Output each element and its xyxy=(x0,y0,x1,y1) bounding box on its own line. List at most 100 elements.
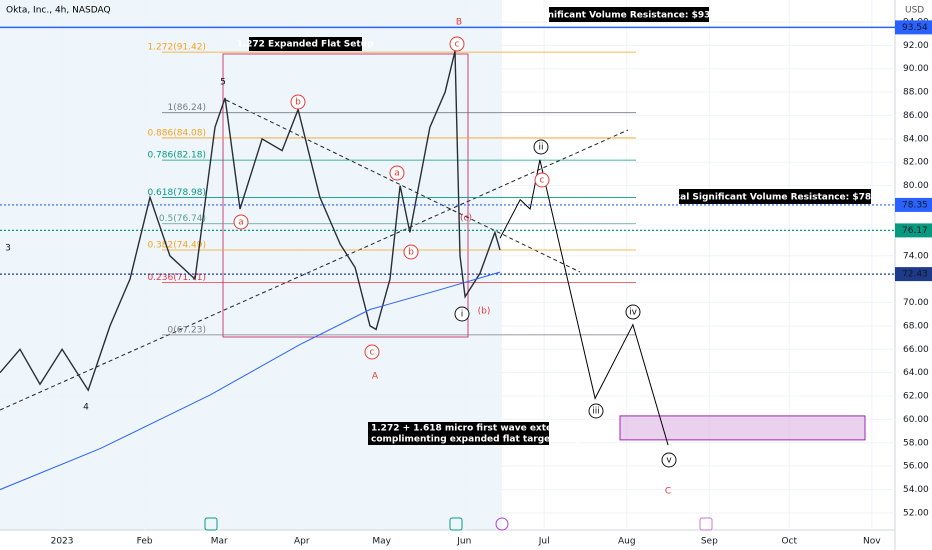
x-tick-label: 2023 xyxy=(51,537,74,547)
y-tick-label: 54.00 xyxy=(903,485,929,495)
y-tick-label: 80.00 xyxy=(903,181,929,191)
y-tick-label: 64.00 xyxy=(903,368,929,378)
wave-label: A xyxy=(372,372,379,382)
x-tick-label: Apr xyxy=(294,537,310,547)
annotation: Local Significant Volume Resistance: $78… xyxy=(663,193,887,203)
y-tick-label: 84.00 xyxy=(903,134,929,144)
wave-label: c xyxy=(370,348,375,358)
x-tick-label: Feb xyxy=(137,537,153,547)
wave-label: ii xyxy=(538,143,543,153)
currency: USD xyxy=(905,6,924,16)
target-zone xyxy=(619,415,866,441)
price-label-box xyxy=(895,267,932,282)
trend-line xyxy=(0,129,629,411)
wave-label: 5 xyxy=(220,78,226,88)
price-label: 76.17 xyxy=(902,226,928,236)
y-tick-label: 92.00 xyxy=(903,41,929,51)
wave-label: c xyxy=(455,40,460,50)
price-line-series xyxy=(499,159,669,446)
wave-circle xyxy=(233,214,249,230)
y-tick-label: 58.00 xyxy=(903,438,929,448)
wave-label: iv xyxy=(629,308,638,318)
y-tick-label: 52.00 xyxy=(903,508,929,518)
fib-label: 1.272(91.42) xyxy=(147,43,206,53)
wave-circle xyxy=(588,403,604,419)
y-tick-label: 62.00 xyxy=(903,392,929,402)
earnings-icon xyxy=(449,517,463,531)
earnings-icon xyxy=(699,517,713,531)
y-tick-label: 68.00 xyxy=(903,321,929,331)
annotation-box xyxy=(549,7,709,22)
wave-label: a xyxy=(394,169,400,179)
y-tick-label: 86.00 xyxy=(903,111,929,121)
flat-box xyxy=(222,53,469,338)
fib-label: 0.5(76.74) xyxy=(159,214,206,224)
y-tick-label: 74.00 xyxy=(903,251,929,261)
price-line-series xyxy=(0,51,501,392)
wave-label: b xyxy=(295,98,301,108)
annotation-box xyxy=(679,189,871,204)
y-tick-label: 90.00 xyxy=(903,64,929,74)
x-tick-label: Aug xyxy=(618,537,636,547)
wave-label: (b) xyxy=(478,307,491,317)
price-label-box xyxy=(895,197,932,212)
y-tick-label: 70.00 xyxy=(903,298,929,308)
fib-label: 0.886(84.08) xyxy=(147,128,206,138)
annotation: 1.272 Expanded Flat Setup xyxy=(236,40,374,50)
annotation-box xyxy=(368,422,549,445)
wave-label: a xyxy=(238,218,244,228)
wave-label: 3 xyxy=(5,244,11,254)
x-tick-label: Oct xyxy=(781,537,797,547)
x-tick-label: Sep xyxy=(701,537,718,547)
annotation: 1.272 + 1.618 micro first wave extension… xyxy=(371,424,584,434)
fib-label: 0.382(74.49) xyxy=(147,241,206,251)
wave-circle xyxy=(454,306,470,322)
annotation: complimenting expanded flat target range xyxy=(371,435,587,445)
price-line-series xyxy=(0,271,501,491)
wave-label: C xyxy=(665,487,671,497)
fib-label: 0.618(78.98) xyxy=(147,188,206,198)
wave-label: (c) xyxy=(460,214,472,224)
x-tick-label: Mar xyxy=(211,537,228,547)
x-tick-label: May xyxy=(372,537,391,547)
wave-label: 4 xyxy=(83,403,89,413)
trend-line xyxy=(225,99,581,273)
y-tick-label: 66.00 xyxy=(903,345,929,355)
y-tick-label: 60.00 xyxy=(903,415,929,425)
y-tick-label: 56.00 xyxy=(903,462,929,472)
wave-circle xyxy=(625,304,641,320)
fib-label: 0(67.23) xyxy=(167,325,206,335)
wave-label: i xyxy=(461,310,464,320)
axes: 94.0092.0090.0088.0086.0084.0082.0080.00… xyxy=(51,17,932,547)
wave-label: c xyxy=(540,176,545,186)
annotation: Significant Volume Resistance: $93.50 xyxy=(532,11,727,21)
wave-circle xyxy=(534,172,550,188)
price-label: 72.43 xyxy=(902,270,928,280)
annotations: Significant Volume Resistance: $93.50 Lo… xyxy=(236,7,887,445)
wave-circle xyxy=(389,165,405,181)
symbol-title: Okta, Inc., 4h, NASDAQ xyxy=(6,6,111,16)
price-label: 78.35 xyxy=(902,200,928,210)
wave-circle xyxy=(449,36,465,52)
y-tick-label: 88.00 xyxy=(903,88,929,98)
y-tick-label: 82.00 xyxy=(903,158,929,168)
shaded-region xyxy=(0,0,502,530)
dividend-icon xyxy=(495,517,509,531)
wave-label: iii xyxy=(592,407,600,417)
annotation-box xyxy=(249,37,362,51)
earnings-icon xyxy=(204,517,218,531)
wave-label: B xyxy=(456,18,462,28)
fib-label: 0.236(71.71) xyxy=(147,273,206,283)
wave-label: b xyxy=(408,248,414,258)
fib-label: 0.786(82.18) xyxy=(147,151,206,161)
wave-circle xyxy=(290,94,306,110)
wave-label: v xyxy=(666,456,672,466)
x-tick-label: Jul xyxy=(538,537,550,547)
wave-circle xyxy=(533,139,549,155)
x-tick-label: Jun xyxy=(456,537,471,547)
event-icons xyxy=(204,517,713,531)
price-label-box xyxy=(895,223,932,238)
x-tick-label: Nov xyxy=(863,537,881,547)
price-label-box xyxy=(895,20,932,35)
